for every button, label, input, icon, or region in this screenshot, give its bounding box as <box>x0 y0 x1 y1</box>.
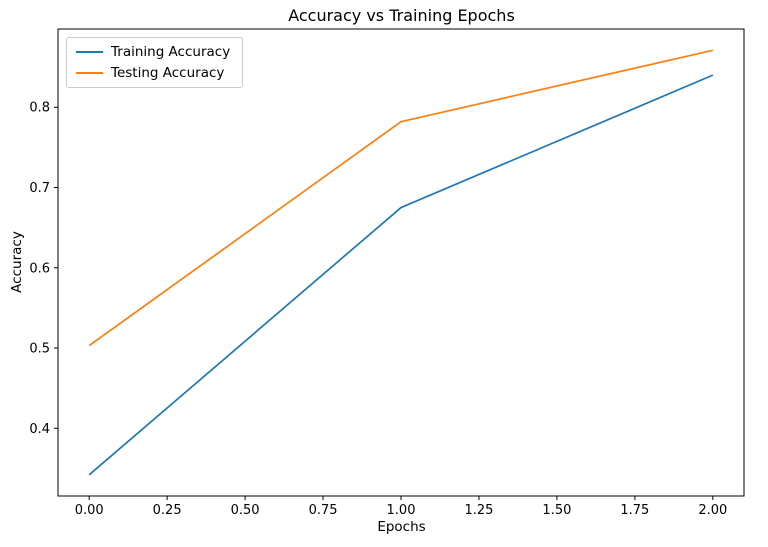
y-tick-label: 0.5 <box>29 342 50 357</box>
x-tick-label: 0.50 <box>231 503 260 518</box>
legend-item: Testing Accuracy <box>76 65 230 81</box>
x-tick-label: 1.50 <box>542 503 571 518</box>
y-tick-label: 0.7 <box>29 181 50 196</box>
x-axis-label: Epochs <box>377 519 426 535</box>
y-tick-label: 0.8 <box>29 101 50 116</box>
y-tick-label: 0.4 <box>29 422 50 437</box>
x-tick-label: 1.00 <box>387 503 416 518</box>
legend-line-sample <box>76 72 103 74</box>
series-line <box>88 49 714 347</box>
x-tick-label: 1.75 <box>620 503 649 518</box>
legend: Training Accuracy Testing Accuracy <box>66 37 244 88</box>
y-tick-label: 0.6 <box>29 261 50 276</box>
legend-line-sample <box>76 51 103 53</box>
axes-frame <box>57 28 745 497</box>
x-tick-label: 2.00 <box>698 503 727 518</box>
x-tick-label: 0.25 <box>153 503 182 518</box>
x-tick-label: 1.25 <box>464 503 493 518</box>
y-axis-label: Accuracy <box>9 231 25 293</box>
x-tick-label: 0.00 <box>75 503 104 518</box>
series-line <box>88 74 714 476</box>
legend-label: Testing Accuracy <box>111 65 225 81</box>
chart-title: Accuracy vs Training Epochs <box>288 6 515 25</box>
legend-item: Training Accuracy <box>76 44 230 60</box>
legend-label: Training Accuracy <box>111 44 231 60</box>
x-tick-label: 0.75 <box>309 503 338 518</box>
